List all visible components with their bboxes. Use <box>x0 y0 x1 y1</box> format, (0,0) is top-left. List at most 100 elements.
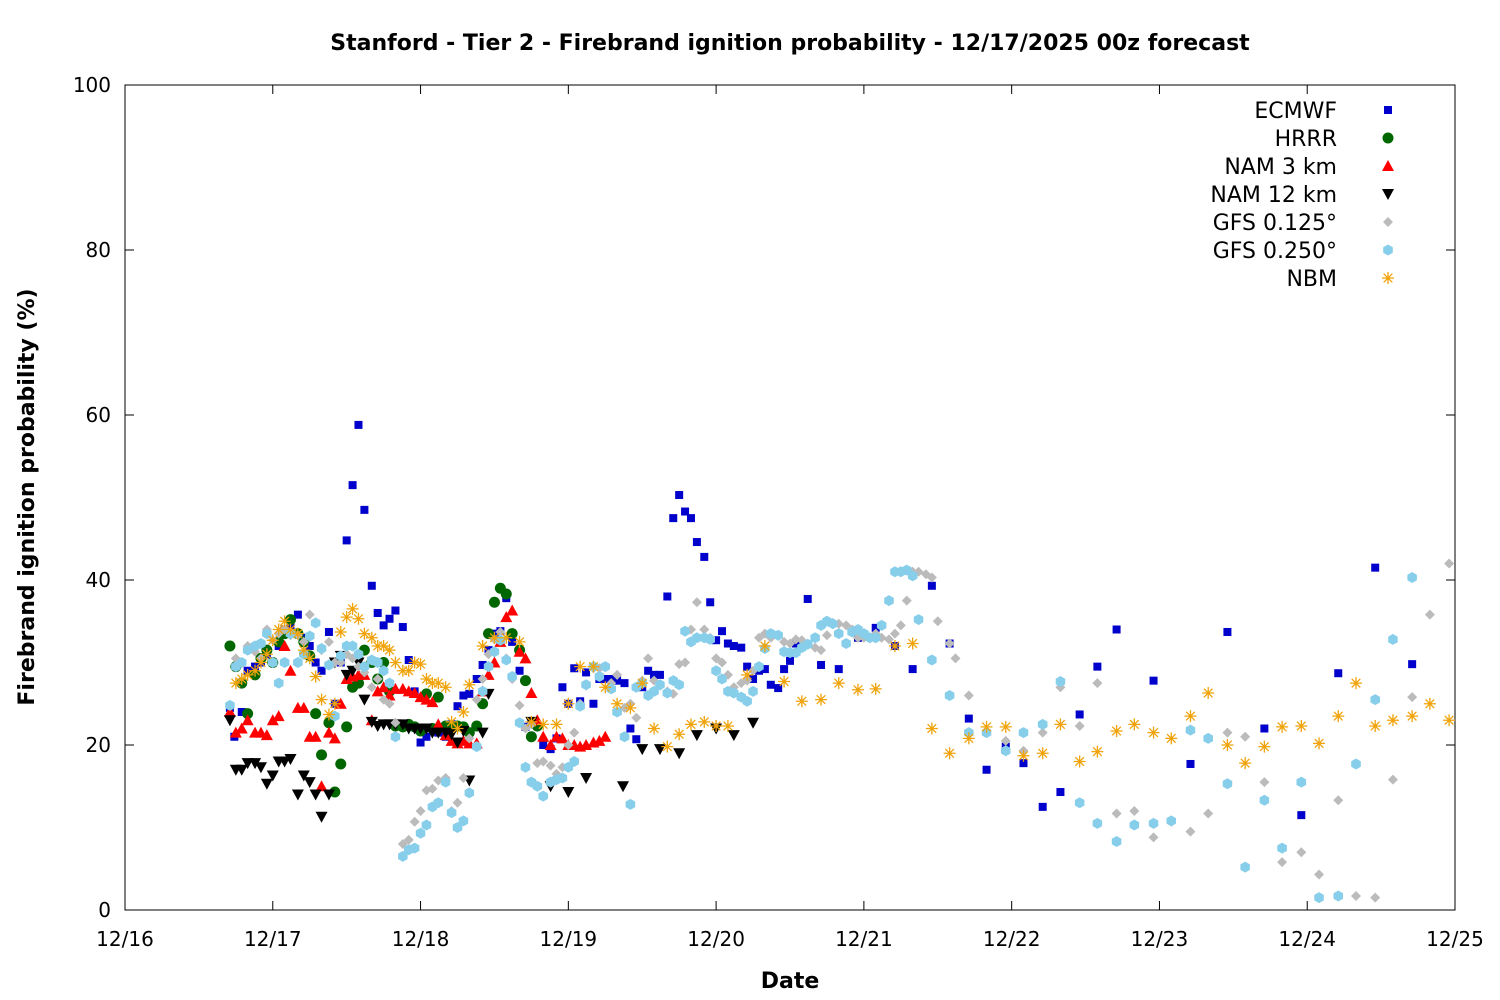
data-point <box>619 731 630 743</box>
x-tick-label: 12/21 <box>835 927 893 951</box>
data-point <box>1222 778 1233 790</box>
data-point <box>432 677 445 690</box>
data-point <box>1202 687 1215 700</box>
x-tick-label: 12/25 <box>1426 927 1484 951</box>
data-point <box>508 637 517 646</box>
legend-label: GFS 0.250° <box>1213 239 1337 264</box>
data-point <box>538 756 549 767</box>
data-point <box>1314 869 1325 880</box>
data-point <box>389 656 402 669</box>
data-point <box>620 679 629 688</box>
data-point <box>699 624 710 635</box>
data-point <box>398 623 407 632</box>
data-point <box>1295 720 1308 733</box>
data-point <box>457 706 470 718</box>
data-point <box>717 673 727 685</box>
data-point <box>439 681 452 694</box>
legend-label: GFS 0.125° <box>1213 211 1337 236</box>
data-point <box>315 693 328 706</box>
data-point <box>309 789 322 801</box>
data-point <box>655 679 665 691</box>
data-point <box>478 660 487 669</box>
data-point <box>574 660 587 673</box>
y-tick-label: 80 <box>86 238 111 262</box>
data-point <box>1037 727 1048 738</box>
data-point <box>266 714 279 726</box>
data-point <box>1129 806 1140 816</box>
data-point <box>1408 660 1417 669</box>
data-point <box>841 638 851 649</box>
data-point <box>1350 890 1361 901</box>
data-point <box>525 687 538 699</box>
axis-ticks: 12/16 12/17 12/18 12/19 12/20 12/21 12/22 12/23… <box>73 73 1484 951</box>
data-point <box>1036 747 1049 760</box>
data-point <box>963 690 974 701</box>
data-point <box>950 653 961 664</box>
data-point <box>648 722 661 735</box>
data-point <box>335 657 346 668</box>
chart-title: Stanford - Tier 2 - Firebrand ignition p… <box>330 31 1250 56</box>
data-point <box>293 657 303 668</box>
data-point <box>520 761 531 773</box>
data-points <box>223 420 1456 904</box>
legend-item-ecmwf: ECMWF <box>1254 99 1392 124</box>
data-point <box>1110 724 1123 737</box>
data-point <box>593 734 606 746</box>
data-point <box>711 653 722 664</box>
data-point <box>1000 735 1011 746</box>
data-point <box>980 720 993 733</box>
data-point <box>943 747 956 760</box>
data-point <box>729 687 739 699</box>
data-point <box>675 491 684 500</box>
legend-item-hrrr: HRRR <box>1275 127 1394 152</box>
data-point <box>229 726 242 738</box>
data-point <box>1240 731 1251 742</box>
data-point <box>774 684 783 693</box>
data-point <box>459 691 468 700</box>
data-point <box>1239 757 1252 770</box>
data-point <box>1369 720 1382 733</box>
data-point <box>348 481 357 490</box>
legend-label: HRRR <box>1275 127 1337 152</box>
data-point <box>706 598 715 607</box>
y-axis-label: Firebrand ignition probability (%) <box>15 288 40 705</box>
data-point <box>224 640 236 652</box>
data-point <box>446 807 457 819</box>
series-gfs-0-250 <box>225 564 1417 904</box>
data-point <box>341 721 353 733</box>
data-point <box>563 740 574 750</box>
data-point <box>304 609 315 620</box>
data-point <box>465 689 474 698</box>
data-point <box>710 720 723 733</box>
data-point <box>613 676 622 685</box>
data-point <box>390 717 401 728</box>
data-point <box>1259 794 1270 806</box>
data-point <box>631 712 642 723</box>
data-point <box>346 602 359 615</box>
data-point <box>372 657 383 668</box>
data-point <box>717 657 728 668</box>
data-point <box>691 597 702 608</box>
legend-marker <box>1382 189 1394 200</box>
data-point <box>1074 721 1085 732</box>
data-point <box>747 717 760 729</box>
data-point <box>451 737 464 749</box>
data-point <box>1240 861 1250 873</box>
data-point <box>1223 627 1232 636</box>
data-point <box>927 581 936 590</box>
data-point <box>1276 720 1289 733</box>
data-point <box>268 657 278 668</box>
data-point <box>1387 774 1398 785</box>
data-point <box>1001 745 1011 757</box>
data-point <box>514 700 525 711</box>
data-point <box>1259 777 1270 788</box>
data-point <box>372 674 383 684</box>
data-point <box>581 679 591 691</box>
data-point <box>293 610 302 619</box>
data-point <box>477 685 488 697</box>
legend-marker <box>1382 160 1394 171</box>
x-tick-label: 12/17 <box>244 927 302 951</box>
data-point <box>1334 669 1343 678</box>
data-point <box>242 644 253 656</box>
data-point <box>223 715 236 727</box>
